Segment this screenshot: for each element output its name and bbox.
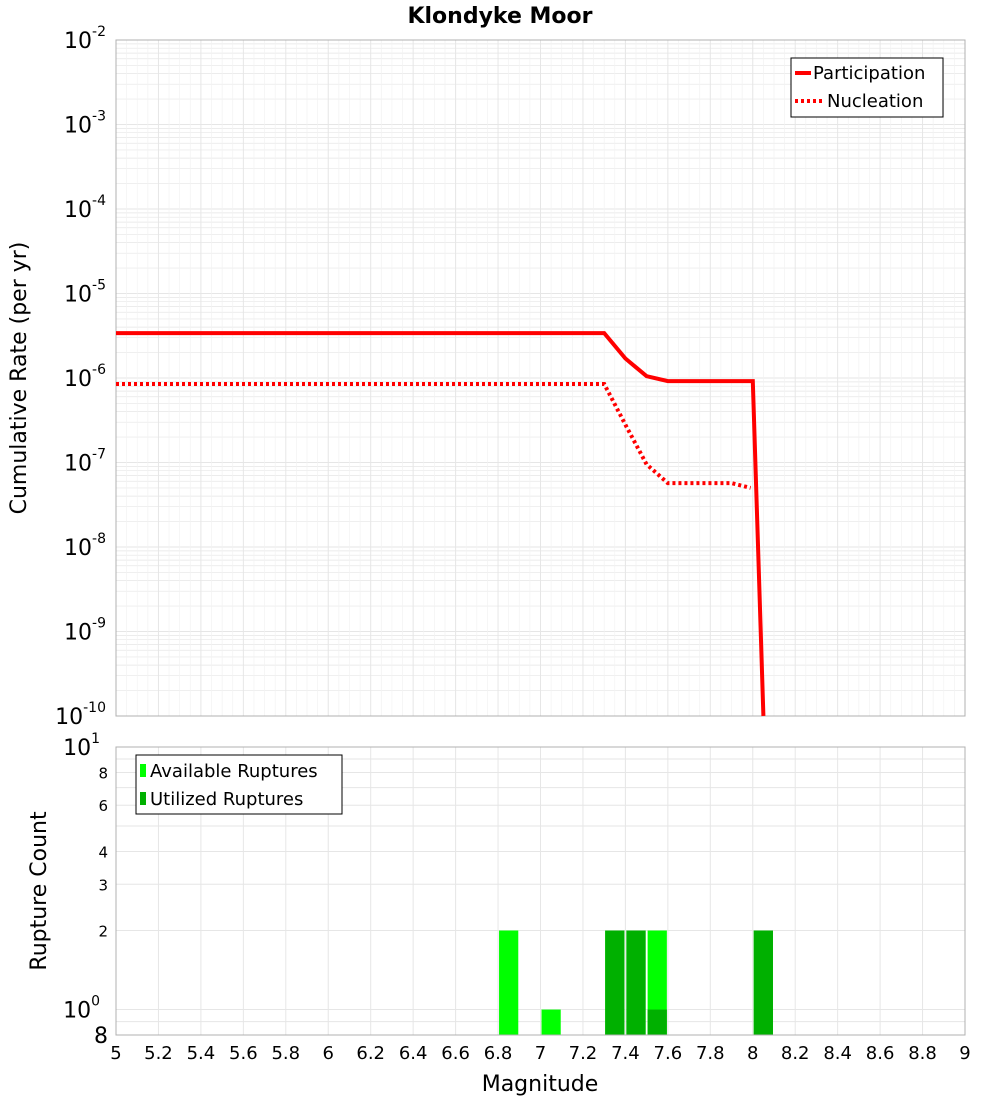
x-tick-label: 8 <box>747 1043 758 1064</box>
count-y-axis-label: Rupture Count <box>27 811 52 971</box>
rate-y-tick-label: 10-8 <box>64 531 106 561</box>
x-tick-label: 8.2 <box>781 1043 810 1064</box>
available-legend-swatch <box>140 764 146 777</box>
rate-plot-frame <box>115 39 966 717</box>
count-y-ticks: 8 6 4 3 2 8 101 100 <box>63 731 108 1049</box>
available-rupture-bar <box>499 930 519 1035</box>
rate-panel: 10-2 10-3 10-4 10-5 10-6 10-7 10-8 10-9 10-10 Cu… <box>7 24 966 730</box>
x-tick-label: 7.2 <box>569 1043 598 1064</box>
rate-y-ticks: 10-2 10-3 10-4 10-5 10-6 10-7 10-8 10-9 10-10 <box>55 24 106 730</box>
count-plot-frame <box>115 746 966 1036</box>
count-y-tick-label: 8 <box>94 1024 108 1049</box>
nucleation-legend-label: Nucleation <box>827 91 923 112</box>
count-y-tick-label: 3 <box>98 876 108 894</box>
x-tick-label: 5.4 <box>187 1043 216 1064</box>
x-tick-label: 6.4 <box>399 1043 428 1064</box>
count-legend: Available Ruptures Utilized Ruptures <box>135 754 343 815</box>
rate-y-tick-label: 10-7 <box>64 447 106 477</box>
count-y-tick-10-0: 100 <box>63 994 100 1024</box>
count-y-tick-10-1: 101 <box>63 731 100 761</box>
utilized-legend-label: Utilized Ruptures <box>150 789 303 810</box>
x-tick-label: 6.6 <box>441 1043 470 1064</box>
x-tick-label: 5.6 <box>229 1043 258 1064</box>
x-tick-label: 7.4 <box>611 1043 640 1064</box>
count-y-tick-label: 8 <box>98 764 108 782</box>
x-tick-label: 7 <box>535 1043 546 1064</box>
x-tick-label: 5.2 <box>144 1043 173 1064</box>
rate-y-tick-label: 10-2 <box>64 24 106 54</box>
count-y-tick-label: 6 <box>98 797 108 815</box>
count-x-ticks: 5 5.2 5.4 5.6 5.8 6 6.2 6.4 6.6 6.8 7 7.2 7.4 7.6 7.8 8… <box>110 1043 970 1064</box>
x-tick-label: 5 <box>110 1043 121 1064</box>
count-y-tick-label: 4 <box>98 843 108 861</box>
rate-y-tick-label: 10-4 <box>64 193 106 223</box>
rate-lines <box>116 331 766 717</box>
rate-y-axis-label: Cumulative Rate (per yr) <box>7 242 32 515</box>
x-tick-label: 6 <box>323 1043 334 1064</box>
available-legend-label: Available Ruptures <box>150 761 318 782</box>
x-tick-label: 8.8 <box>908 1043 937 1064</box>
participation-series-line <box>116 331 766 717</box>
utilized-rupture-bar <box>626 930 646 1035</box>
x-tick-label: 8.4 <box>823 1043 852 1064</box>
x-axis-label: Magnitude <box>482 1072 599 1097</box>
x-tick-label: 6.8 <box>484 1043 513 1064</box>
utilized-rupture-bar <box>753 930 773 1035</box>
utilized-rupture-bar <box>605 930 625 1035</box>
rate-legend-box <box>790 57 944 118</box>
count-legend-box <box>135 754 343 815</box>
x-tick-label: 9 <box>959 1043 970 1064</box>
available-rupture-bar <box>647 930 667 1035</box>
count-y-tick-label: 2 <box>98 923 108 941</box>
chart-title: Klondyke Moor <box>407 4 592 29</box>
count-panel: 8 6 4 3 2 8 101 100 5 5.2 5.4 5.6 5.8 6 6.2 6.4 6.6 6.8 7… <box>27 731 971 1097</box>
participation-legend-label: Participation <box>813 63 925 84</box>
x-tick-label: 8.6 <box>866 1043 895 1064</box>
rate-y-tick-label: 10-9 <box>64 616 106 646</box>
x-tick-label: 6.2 <box>356 1043 385 1064</box>
rate-grid <box>115 40 966 717</box>
rate-y-tick-label: 10-3 <box>64 109 106 139</box>
x-tick-label: 7.6 <box>654 1043 683 1064</box>
nucleation-series-line <box>116 382 752 490</box>
count-bars <box>499 930 773 1035</box>
rate-legend: Participation Nucleation <box>790 57 944 118</box>
rate-y-tick-label: 10-10 <box>55 700 106 730</box>
x-tick-label: 7.8 <box>696 1043 725 1064</box>
available-rupture-bar <box>541 1009 561 1035</box>
x-tick-label: 5.8 <box>271 1043 300 1064</box>
utilized-legend-swatch <box>140 792 146 805</box>
rate-y-tick-label: 10-5 <box>64 278 106 308</box>
utilized-rupture-bar <box>647 1009 667 1035</box>
rate-y-tick-label: 10-6 <box>64 362 106 392</box>
